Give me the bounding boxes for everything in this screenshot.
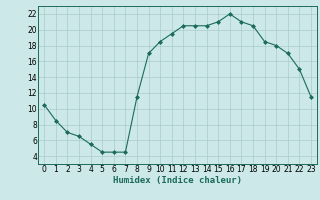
X-axis label: Humidex (Indice chaleur): Humidex (Indice chaleur) [113,176,242,185]
